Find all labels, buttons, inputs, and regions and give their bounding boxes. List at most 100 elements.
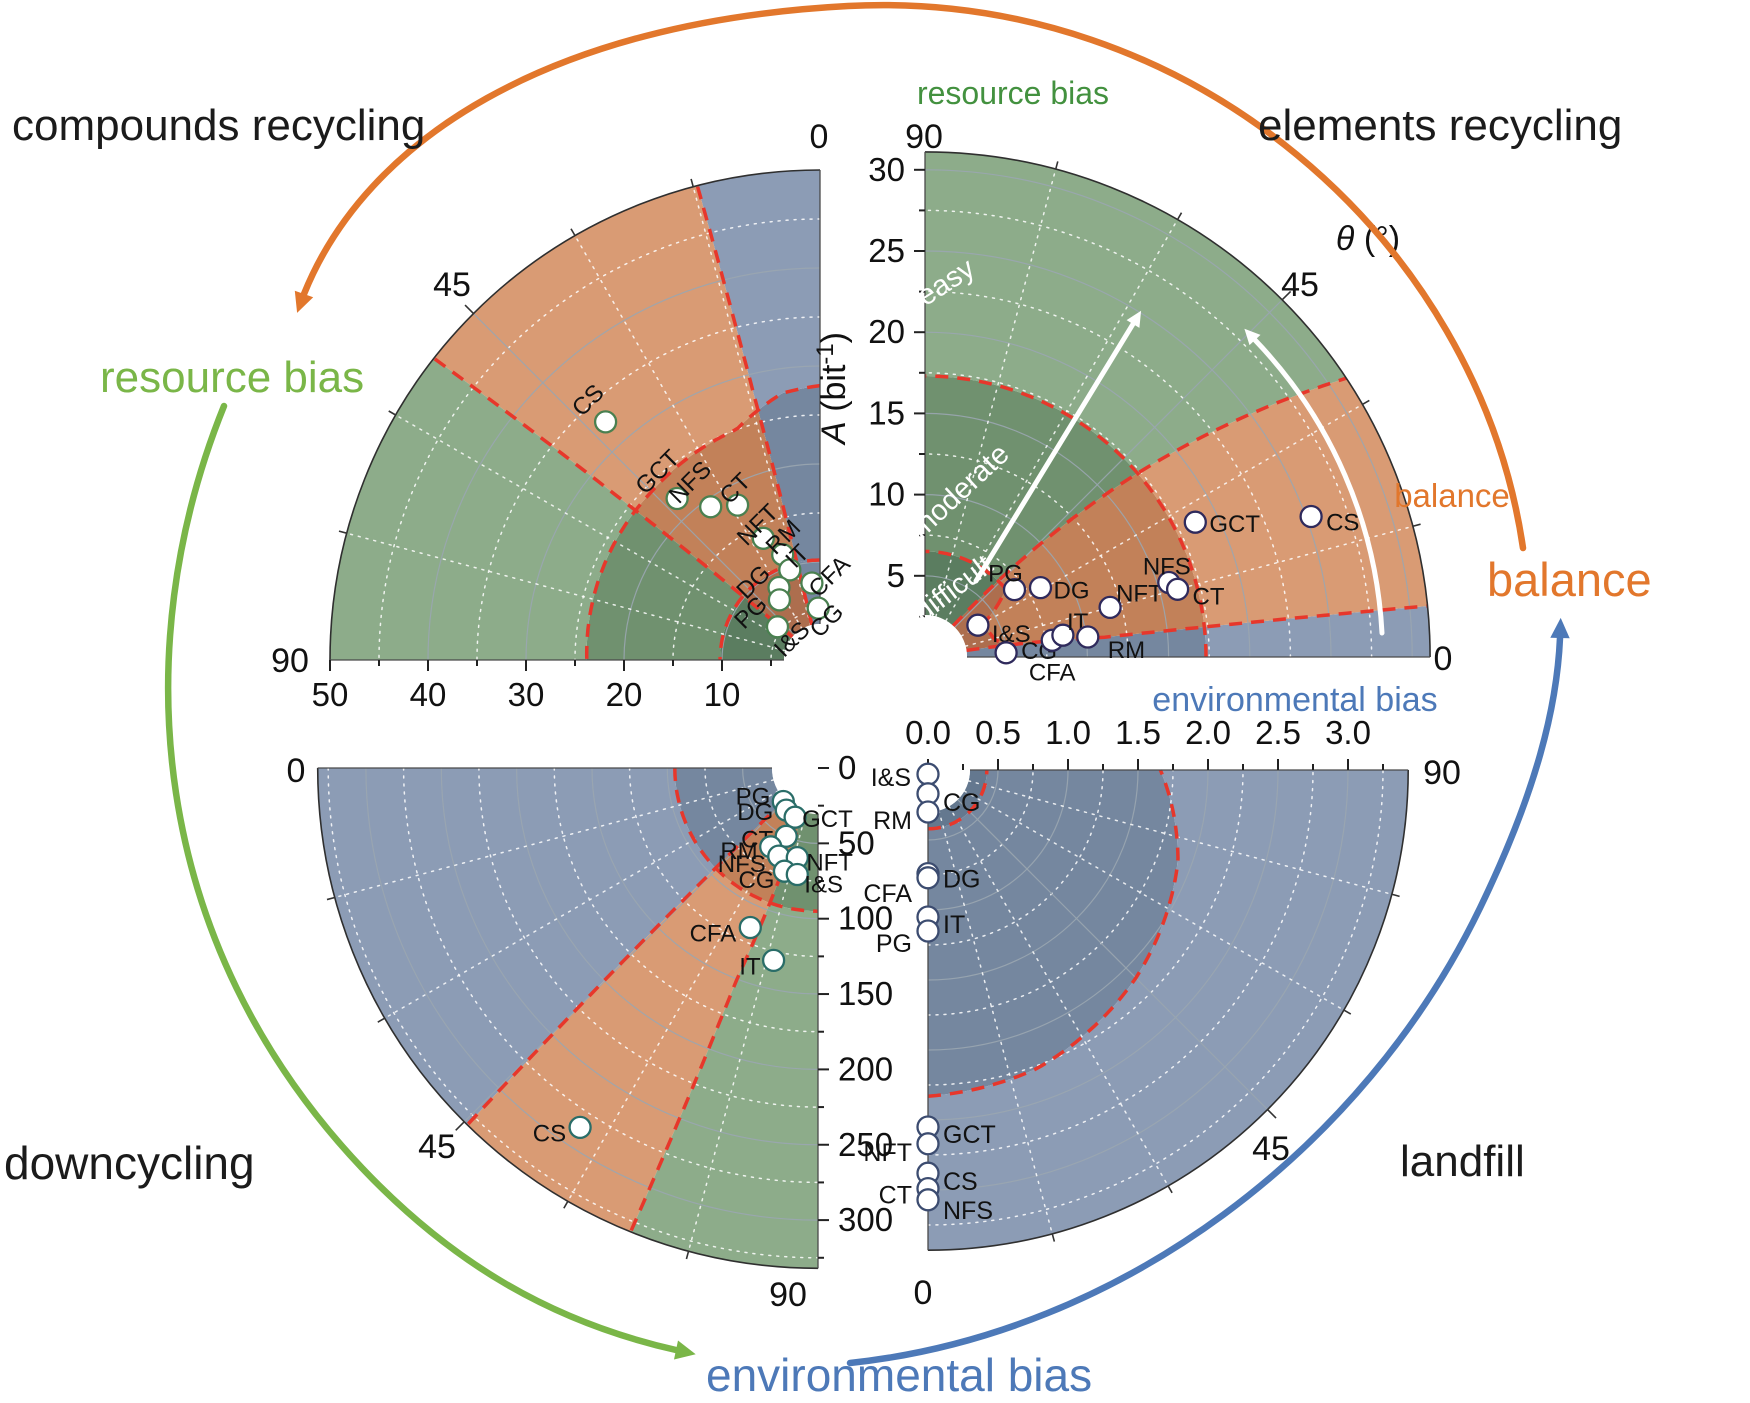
angular-tick-label: 90 xyxy=(271,642,309,680)
grid-arc-minor xyxy=(628,767,819,958)
data-point-label: RM xyxy=(1108,637,1145,664)
radial-tick-label: 50 xyxy=(312,676,349,713)
angular-tick-label: 45 xyxy=(433,266,471,304)
data-point-label: RM xyxy=(720,838,757,865)
data-point-label: CS xyxy=(943,1168,978,1196)
grid-ray-minor xyxy=(394,414,790,643)
grid-ray-minor xyxy=(333,779,775,899)
data-point-label: CT xyxy=(1193,583,1225,610)
data-point-GCT xyxy=(1183,510,1207,534)
pole-hole xyxy=(928,770,970,812)
label-balance: balance xyxy=(1487,553,1652,606)
data-point-label: CS xyxy=(533,1120,566,1147)
label-compounds_recycling: compounds recycling xyxy=(12,101,426,150)
data-point-NFS xyxy=(916,1188,940,1212)
angular-tick xyxy=(1051,1233,1056,1242)
data-point-label: NFS xyxy=(718,851,766,878)
grid-ray-minor xyxy=(574,234,803,630)
angular-tick-label: 45 xyxy=(1281,266,1319,304)
data-point-label: PG xyxy=(988,561,1023,588)
angular-tick xyxy=(1167,1185,1173,1194)
data-point-label: DG xyxy=(943,866,981,894)
data-point-label: CFA xyxy=(863,880,912,908)
data-point-CS xyxy=(1299,504,1323,529)
data-point-label: CG xyxy=(943,789,981,817)
angular-tick xyxy=(1412,523,1421,528)
grid-arc-minor xyxy=(924,372,1210,658)
data-point-CG xyxy=(994,641,1018,665)
label-environmental_bias: environmental bias xyxy=(706,1349,1093,1401)
cycle-arrow-orange-shaft xyxy=(300,1,1527,552)
cycle-arrow-blue-head xyxy=(1550,617,1570,639)
radial-tick-label: 15 xyxy=(868,394,905,431)
angular-tick xyxy=(1281,290,1292,301)
data-point-label: NFS xyxy=(943,1197,993,1225)
difficulty-trend-arrow-shaft xyxy=(973,321,1136,584)
grid-arc-minor xyxy=(476,316,821,661)
data-point-CFA xyxy=(738,915,762,940)
data-point-RM xyxy=(916,800,940,824)
sector-boundary-dashed xyxy=(695,185,814,626)
data-point-label: CFA xyxy=(1029,659,1076,686)
environmental-bias-axis-title: environmental bias xyxy=(1152,681,1437,719)
threshold-dashed-curve xyxy=(928,770,989,831)
angular-tick xyxy=(326,896,335,901)
data-point-label: DG xyxy=(737,799,773,826)
cycle-arrow-green-shaft xyxy=(164,402,680,1354)
data-point-label: NFT xyxy=(863,1139,912,1167)
sector-band xyxy=(1204,606,1431,657)
radial-tick-label: 10 xyxy=(868,476,905,513)
angular-tick xyxy=(377,1017,386,1023)
data-point-label: GCT xyxy=(943,1121,996,1149)
data-point-I&S xyxy=(765,615,790,639)
radial-tick-label: 3.0 xyxy=(1325,714,1371,751)
cycle-arrow-green-head xyxy=(674,1340,696,1360)
angular-tick xyxy=(1266,1108,1277,1119)
label-elements_recycling: elements recycling xyxy=(1258,101,1623,150)
data-point-GCT xyxy=(783,805,807,829)
grid-ray-minor xyxy=(687,811,807,1253)
sector-boundary-dashed xyxy=(466,798,787,1127)
balance-direction-arrow-head xyxy=(1244,328,1261,346)
angular-tick-label: 0 xyxy=(810,118,829,156)
radial-tick-label: 25 xyxy=(868,232,905,269)
grid-ray-minor xyxy=(938,809,1054,1235)
angular-tick xyxy=(464,304,475,315)
data-point-DG xyxy=(1028,575,1053,600)
quadrant-bottom-right: 0.0 0.5 1.0 1.5 2.0 2.5 3.0 0 45 90 I&S CG RM DG CFA IT… xyxy=(863,714,1461,1312)
grid-ray-minor xyxy=(948,805,1169,1187)
threshold-dashed-curve xyxy=(927,769,1180,1098)
sector-band xyxy=(317,768,716,1125)
grid-arc-minor xyxy=(402,767,819,1184)
radial-tick-label: 1.0 xyxy=(1045,714,1091,751)
radial-tick-label: 30 xyxy=(868,151,905,188)
data-point-label: GCT xyxy=(802,806,853,833)
label-landfill: landfill xyxy=(1400,1137,1525,1186)
angular-tick xyxy=(1343,1009,1352,1015)
sector-band xyxy=(586,510,744,660)
radial-tick-label: 1.5 xyxy=(1115,714,1161,751)
angular-tick xyxy=(690,178,694,187)
data-point-CT xyxy=(1165,577,1190,601)
balance-direction-arrow-shaft xyxy=(1252,337,1385,636)
radial-tick-label: 250 xyxy=(838,1126,893,1163)
cycle-arrow-green xyxy=(164,402,696,1360)
grid-arc-minor xyxy=(924,209,1373,658)
difficulty-trend-arrow xyxy=(973,310,1142,584)
data-point-label: CG xyxy=(738,867,774,894)
radial-tick-label: 0.0 xyxy=(905,714,951,751)
radial-tick-label: 0 xyxy=(838,749,856,786)
angular-tick xyxy=(1391,893,1400,898)
grid-ray-major xyxy=(957,799,1268,1110)
angular-tick-label: 45 xyxy=(1252,1130,1290,1168)
sector-band xyxy=(758,385,820,563)
data-point-I&S xyxy=(966,613,990,637)
radial-tick-label: 2.5 xyxy=(1255,714,1301,751)
sector-band xyxy=(330,358,636,660)
grid-ray-minor xyxy=(383,790,779,1019)
radial-tick-label: 5 xyxy=(887,557,905,594)
grid-ray-minor xyxy=(964,525,1414,647)
angular-tick xyxy=(570,228,576,237)
sector-band xyxy=(928,770,987,829)
